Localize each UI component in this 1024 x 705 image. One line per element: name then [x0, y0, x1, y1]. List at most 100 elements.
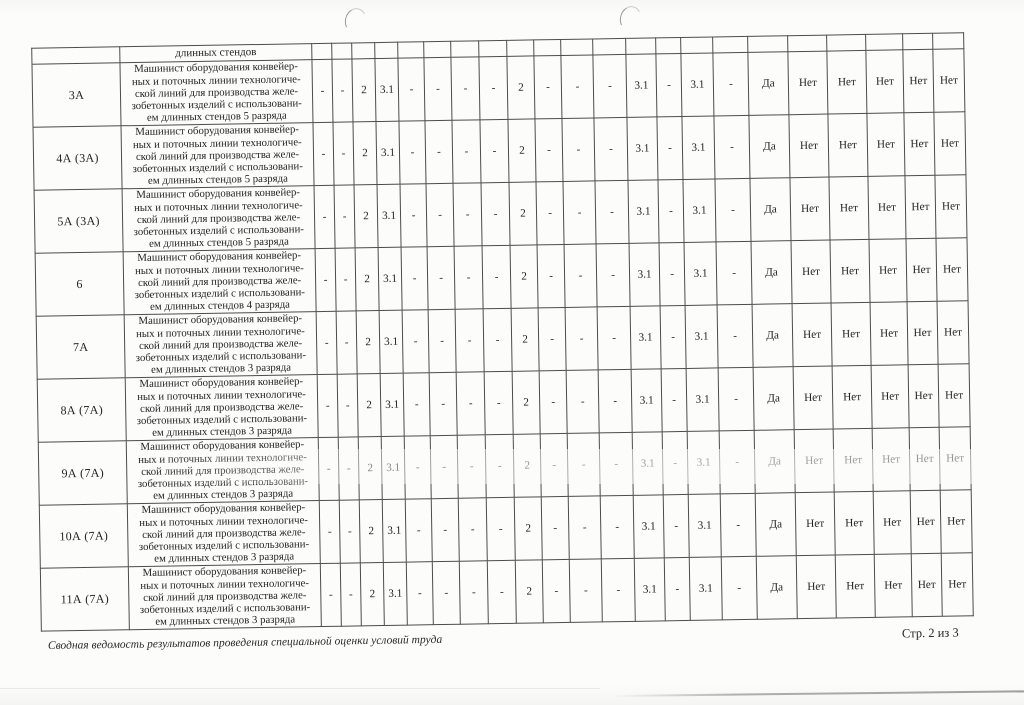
profession-description-cell: Машинист оборудования конвейер- ных и по… — [128, 563, 322, 630]
assessment-value-cell: 3.1 — [688, 493, 722, 558]
assessment-value-cell: - — [317, 374, 339, 438]
assessment-value-cell: - — [398, 120, 427, 185]
assessment-value-cell: - — [720, 493, 757, 557]
assessment-value-cell: - — [338, 436, 360, 501]
workplace-number-cell: 11А (7А) — [40, 566, 130, 632]
assessment-value-cell: Нет — [905, 238, 938, 302]
assessment-value-cell: Да — [748, 114, 790, 179]
assessment-value-cell: - — [331, 58, 353, 123]
assessment-value-cell: Нет — [831, 302, 872, 367]
assessment-value-cell: 2 — [514, 496, 543, 561]
profession-description-cell: Машинист оборудования конвейер- ных и по… — [124, 311, 318, 378]
assessment-value-cell: - — [311, 59, 333, 123]
profession-description-cell: Машинист оборудования конвейер- ных и по… — [125, 374, 319, 441]
assessment-value-cell: 2 — [356, 310, 381, 374]
assessment-value-cell: - — [458, 497, 488, 562]
assessment-value-cell: - — [400, 183, 428, 248]
assessment-value-cell: 2 — [357, 373, 382, 437]
assessment-value-cell — [932, 32, 964, 50]
assessment-value-cell: - — [456, 371, 486, 436]
assessment-value-cell — [560, 38, 593, 56]
assessment-value-cell: Нет — [794, 429, 835, 493]
assessment-value-cell: - — [459, 560, 489, 625]
assessment-value-cell: - — [597, 306, 632, 370]
assessment-value-cell: Нет — [795, 492, 836, 556]
assessment-value-cell — [374, 42, 398, 59]
assessment-value-cell: - — [655, 53, 682, 117]
assessment-value-cell: - — [423, 57, 452, 121]
assessment-value-cell: - — [432, 561, 461, 625]
assessment-value-cell: - — [431, 498, 460, 562]
assessment-value-cell: 3.1 — [374, 58, 399, 122]
assessment-value-cell: - — [657, 179, 685, 243]
assessment-value-cell: - — [661, 368, 688, 432]
assessment-value-cell: 2 — [511, 307, 540, 372]
assessment-value-cell: 2 — [359, 499, 384, 563]
assessment-value-cell: - — [564, 243, 598, 308]
assessment-value-cell — [865, 33, 903, 51]
assessment-value-cell: - — [340, 562, 362, 627]
assessment-value-cell: Да — [753, 366, 795, 431]
assessment-value-cell: Нет — [935, 237, 969, 302]
assessment-value-cell: - — [598, 369, 633, 433]
assessment-value-cell: - — [660, 305, 687, 369]
assessment-value-cell: - — [337, 373, 359, 438]
footer-caption: Сводная ведомость результатов проведения… — [47, 633, 443, 652]
assessment-value-cell: Нет — [938, 363, 971, 428]
assessment-value-cell — [450, 40, 479, 58]
assessment-value-cell: - — [316, 311, 338, 375]
assessment-value-cell: Нет — [826, 50, 867, 115]
assessment-value-cell: Нет — [868, 238, 908, 303]
assessment-value-cell: 3.1 — [381, 436, 406, 500]
assessment-value-cell — [506, 39, 534, 57]
assessment-value-cell — [826, 34, 866, 52]
assessment-value-cell: Нет — [834, 491, 875, 556]
assessment-value-cell: Нет — [871, 364, 910, 429]
assessment-value-cell: Нет — [939, 426, 972, 491]
assessment-value-cell: - — [312, 122, 335, 186]
assessment-value-cell: 3.1 — [378, 247, 403, 311]
assessment-value-cell: - — [482, 245, 512, 309]
assessment-value-cell: Да — [747, 51, 789, 116]
assessment-value-cell: - — [542, 559, 571, 623]
assessment-value-cell: 3.1 — [681, 115, 715, 180]
assessment-value-cell: Нет — [865, 49, 904, 114]
assessment-value-cell: 3.1 — [377, 184, 402, 248]
assessment-value-cell: Нет — [874, 553, 913, 618]
assessment-value-cell — [655, 37, 681, 54]
assessment-value-cell: - — [339, 499, 361, 564]
workplace-number-cell: 9А (7А) — [38, 440, 128, 506]
assessment-value-cell: - — [335, 247, 357, 312]
assessment-value-cell: 3.1 — [687, 430, 721, 495]
assessment-value-cell: Да — [756, 555, 798, 620]
assessment-value-cell: 2 — [358, 436, 383, 500]
workplace-number-cell: 4А (3А) — [33, 125, 123, 191]
assessment-value-cell: Нет — [940, 489, 973, 554]
assessment-value-cell: - — [318, 437, 340, 501]
assessment-value-cell: - — [538, 307, 567, 371]
assessment-value-cell: 3.1 — [380, 373, 405, 437]
assessment-value-cell: - — [405, 498, 433, 563]
assessment-value-cell: - — [404, 435, 432, 500]
assessment-value-cell: - — [535, 181, 565, 245]
assessment-value-cell: 2 — [352, 121, 378, 185]
assessment-value-cell: Нет — [793, 366, 834, 430]
assessment-value-cell: 3.1 — [629, 242, 661, 307]
assessment-value-cell: - — [594, 180, 630, 244]
assessment-value-cell: - — [561, 117, 595, 182]
assessment-value-cell: - — [424, 120, 454, 184]
assessment-value-cell: 3.1 — [633, 494, 665, 559]
assessment-value-cell: Нет — [866, 112, 905, 177]
assessment-value-cell: 2 — [354, 184, 379, 248]
assessment-value-cell — [747, 35, 788, 53]
assessment-value-cell: Нет — [788, 114, 829, 178]
assessment-value-cell: 3.1 — [685, 304, 719, 369]
assessment-value-cell: - — [332, 121, 355, 186]
assessment-value-cell: - — [426, 183, 455, 247]
assessment-value-cell: - — [451, 119, 482, 184]
assessment-value-cell: - — [541, 496, 570, 560]
assessment-value-cell: - — [320, 563, 342, 627]
assessment-value-cell: - — [430, 435, 459, 499]
assessment-value-cell: Нет — [827, 113, 868, 178]
binder-ring-mark-icon — [341, 5, 370, 36]
